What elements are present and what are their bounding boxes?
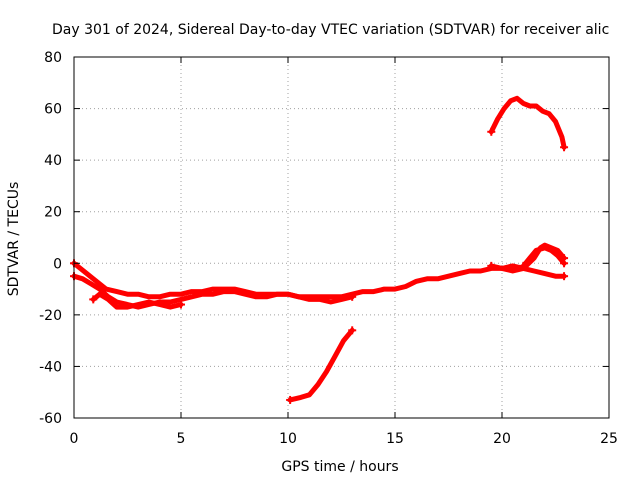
series-track-c bbox=[90, 291, 184, 310]
x-axis-title: GPS time / hours bbox=[281, 459, 398, 475]
y-tick-label: -40 bbox=[39, 359, 62, 375]
data-layer bbox=[70, 95, 569, 404]
chart-title: Day 301 of 2024, Sidereal Day-to-day VTE… bbox=[52, 22, 609, 38]
series-track-g bbox=[488, 95, 567, 150]
y-tick-label: -60 bbox=[39, 411, 62, 427]
y-tick-label: 40 bbox=[44, 153, 62, 169]
y-tick-label: 20 bbox=[44, 205, 62, 221]
x-tick-label: 0 bbox=[70, 431, 79, 447]
x-tick-label: 20 bbox=[493, 431, 511, 447]
y-tick-label: 0 bbox=[53, 256, 62, 272]
tick-layer bbox=[73, 56, 610, 419]
x-tick-label: 5 bbox=[177, 431, 186, 447]
y-tick-label: 80 bbox=[44, 50, 62, 66]
series-track-b bbox=[71, 273, 355, 310]
x-tick-label: 15 bbox=[386, 431, 404, 447]
y-axis-title: SDTVAR / TECUs bbox=[6, 182, 22, 297]
series-track-e bbox=[520, 245, 567, 269]
grid-layer bbox=[74, 57, 609, 418]
series-track-f bbox=[287, 327, 355, 403]
x-tick-label: 25 bbox=[600, 431, 618, 447]
series-track-a bbox=[71, 260, 567, 300]
y-tick-label: 60 bbox=[44, 102, 62, 118]
x-tick-label: 10 bbox=[279, 431, 297, 447]
label-layer: 0 5 10 15 20 25 -60 -40 -20 0 20 40 60 80 bbox=[39, 50, 618, 447]
plot-frame bbox=[73, 56, 610, 419]
y-tick-label: -20 bbox=[39, 308, 62, 324]
